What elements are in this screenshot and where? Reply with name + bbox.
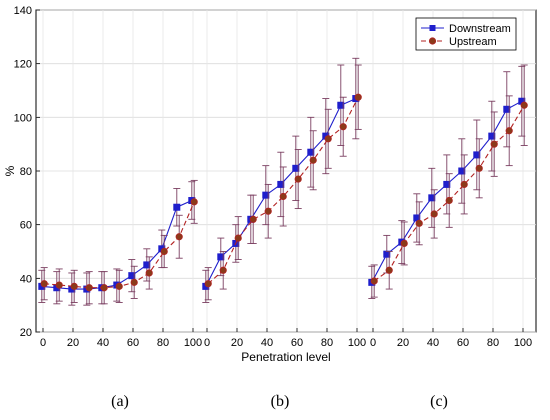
y-tick-label: 40 xyxy=(20,273,32,285)
y-tick-label: 20 xyxy=(20,327,32,339)
point-upstream xyxy=(520,101,528,109)
point-downstream xyxy=(428,194,436,202)
point-upstream xyxy=(100,284,108,292)
x-tick-label: 20 xyxy=(397,337,409,349)
x-tick-label: 60 xyxy=(457,337,469,349)
point-upstream xyxy=(204,280,212,288)
point-upstream xyxy=(445,196,453,205)
x-tick-label: 100 xyxy=(184,337,202,349)
point-upstream xyxy=(339,123,347,131)
point-upstream xyxy=(40,280,48,288)
legend-marker-downstream xyxy=(429,25,436,31)
point-upstream xyxy=(160,247,168,256)
y-tick-label: 100 xyxy=(14,112,32,124)
point-upstream xyxy=(415,219,423,227)
x-tick-label: 60 xyxy=(291,337,303,349)
point-upstream xyxy=(130,278,138,286)
point-downstream xyxy=(262,191,270,199)
series-layer xyxy=(38,57,528,306)
point-upstream xyxy=(490,140,498,148)
x-tick-label: 80 xyxy=(157,337,169,349)
panel-1 xyxy=(38,179,198,306)
point-upstream xyxy=(294,175,302,183)
point-upstream xyxy=(190,198,198,206)
x-tick-label: 20 xyxy=(231,337,243,349)
y-axis-label: % xyxy=(3,165,17,176)
point-downstream xyxy=(307,148,315,156)
point-upstream xyxy=(85,284,93,292)
point-upstream xyxy=(354,93,362,101)
y-tick-label: 140 xyxy=(14,5,32,17)
point-upstream xyxy=(370,277,378,285)
point-upstream xyxy=(460,180,468,189)
point-downstream xyxy=(128,272,136,280)
panel-label-a: (a) xyxy=(111,393,129,410)
point-downstream xyxy=(292,164,300,172)
point-upstream xyxy=(234,234,242,242)
x-tick-label: 80 xyxy=(487,337,499,349)
legend-label-upstream: Upstream xyxy=(449,36,497,48)
point-upstream xyxy=(324,135,332,143)
x-tick-label: 60 xyxy=(127,337,139,349)
point-upstream xyxy=(279,192,287,201)
point-upstream xyxy=(145,269,153,277)
point-downstream xyxy=(473,151,481,159)
x-tick-label: 80 xyxy=(321,337,333,349)
point-upstream xyxy=(264,207,272,215)
series-line-upstream xyxy=(207,96,359,285)
x-tick-label: 100 xyxy=(348,337,366,349)
point-upstream xyxy=(175,233,183,241)
point-downstream xyxy=(458,167,466,175)
grid xyxy=(36,9,536,333)
y-tick-label: 60 xyxy=(20,220,32,232)
y-tick-label: 120 xyxy=(14,59,32,71)
x-tick-label: 0 xyxy=(204,337,210,349)
y-tick-label: 80 xyxy=(20,166,32,178)
panel-2 xyxy=(202,57,362,303)
point-upstream xyxy=(400,239,408,248)
point-downstream xyxy=(277,180,285,188)
point-downstream xyxy=(503,105,511,113)
legend-marker-upstream xyxy=(428,37,437,45)
x-tick-label: 40 xyxy=(427,337,439,349)
x-tick-label: 0 xyxy=(370,337,376,349)
point-downstream xyxy=(488,132,496,140)
point-upstream xyxy=(505,127,513,135)
point-upstream xyxy=(115,282,123,290)
x-axis: 0 20 40 60 80 100 0 20 40 60 80 100 0 20 40 60 80 100 xyxy=(40,328,532,349)
point-upstream xyxy=(309,156,317,164)
x-tick-label: 40 xyxy=(261,337,273,349)
y-axis: 20 40 60 80 100 120 140 xyxy=(14,5,40,339)
point-downstream xyxy=(337,101,345,109)
point-upstream xyxy=(430,210,438,218)
point-downstream xyxy=(217,253,225,261)
point-downstream xyxy=(173,203,181,211)
panel-3 xyxy=(368,64,528,299)
panel-label-c: (c) xyxy=(430,393,448,410)
point-downstream xyxy=(443,180,451,188)
point-downstream xyxy=(143,261,151,269)
x-tick-label: 0 xyxy=(40,337,46,349)
point-upstream xyxy=(385,266,393,274)
x-tick-label: 40 xyxy=(97,337,109,349)
legend-label-downstream: Downstream xyxy=(449,23,511,35)
point-upstream xyxy=(249,215,257,223)
legend-box xyxy=(415,17,517,51)
x-tick-label: 20 xyxy=(67,337,79,349)
panel-label-b: (b) xyxy=(270,393,290,410)
x-axis-label: Penetration level xyxy=(241,350,330,364)
point-upstream xyxy=(219,266,227,274)
point-upstream xyxy=(55,281,63,289)
x-tick-label: 100 xyxy=(514,337,532,349)
point-upstream xyxy=(70,282,78,290)
point-upstream xyxy=(475,164,483,172)
